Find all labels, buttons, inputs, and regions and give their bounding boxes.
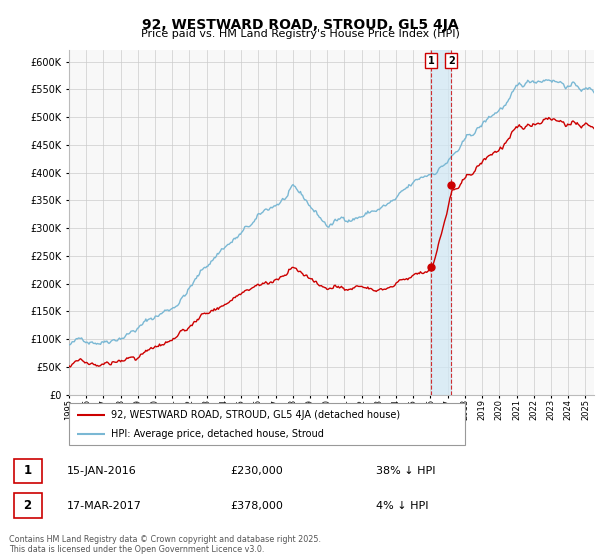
Text: 15-JAN-2016: 15-JAN-2016 — [67, 466, 137, 476]
Text: Price paid vs. HM Land Registry's House Price Index (HPI): Price paid vs. HM Land Registry's House … — [140, 29, 460, 39]
Text: 4% ↓ HPI: 4% ↓ HPI — [376, 501, 428, 511]
Text: 92, WESTWARD ROAD, STROUD, GL5 4JA (detached house): 92, WESTWARD ROAD, STROUD, GL5 4JA (deta… — [110, 409, 400, 419]
Text: 38% ↓ HPI: 38% ↓ HPI — [376, 466, 435, 476]
Text: 92, WESTWARD ROAD, STROUD, GL5 4JA: 92, WESTWARD ROAD, STROUD, GL5 4JA — [142, 18, 458, 32]
Text: 2: 2 — [448, 55, 455, 66]
Text: Contains HM Land Registry data © Crown copyright and database right 2025.
This d: Contains HM Land Registry data © Crown c… — [9, 535, 321, 554]
Text: HPI: Average price, detached house, Stroud: HPI: Average price, detached house, Stro… — [110, 429, 323, 439]
Text: 2: 2 — [23, 499, 32, 512]
Text: 1: 1 — [428, 55, 434, 66]
Text: 17-MAR-2017: 17-MAR-2017 — [67, 501, 142, 511]
Text: £230,000: £230,000 — [230, 466, 283, 476]
Bar — [14, 459, 41, 483]
Bar — [14, 493, 41, 518]
Bar — [431, 50, 451, 395]
Text: £378,000: £378,000 — [230, 501, 283, 511]
Text: 1: 1 — [23, 464, 32, 478]
